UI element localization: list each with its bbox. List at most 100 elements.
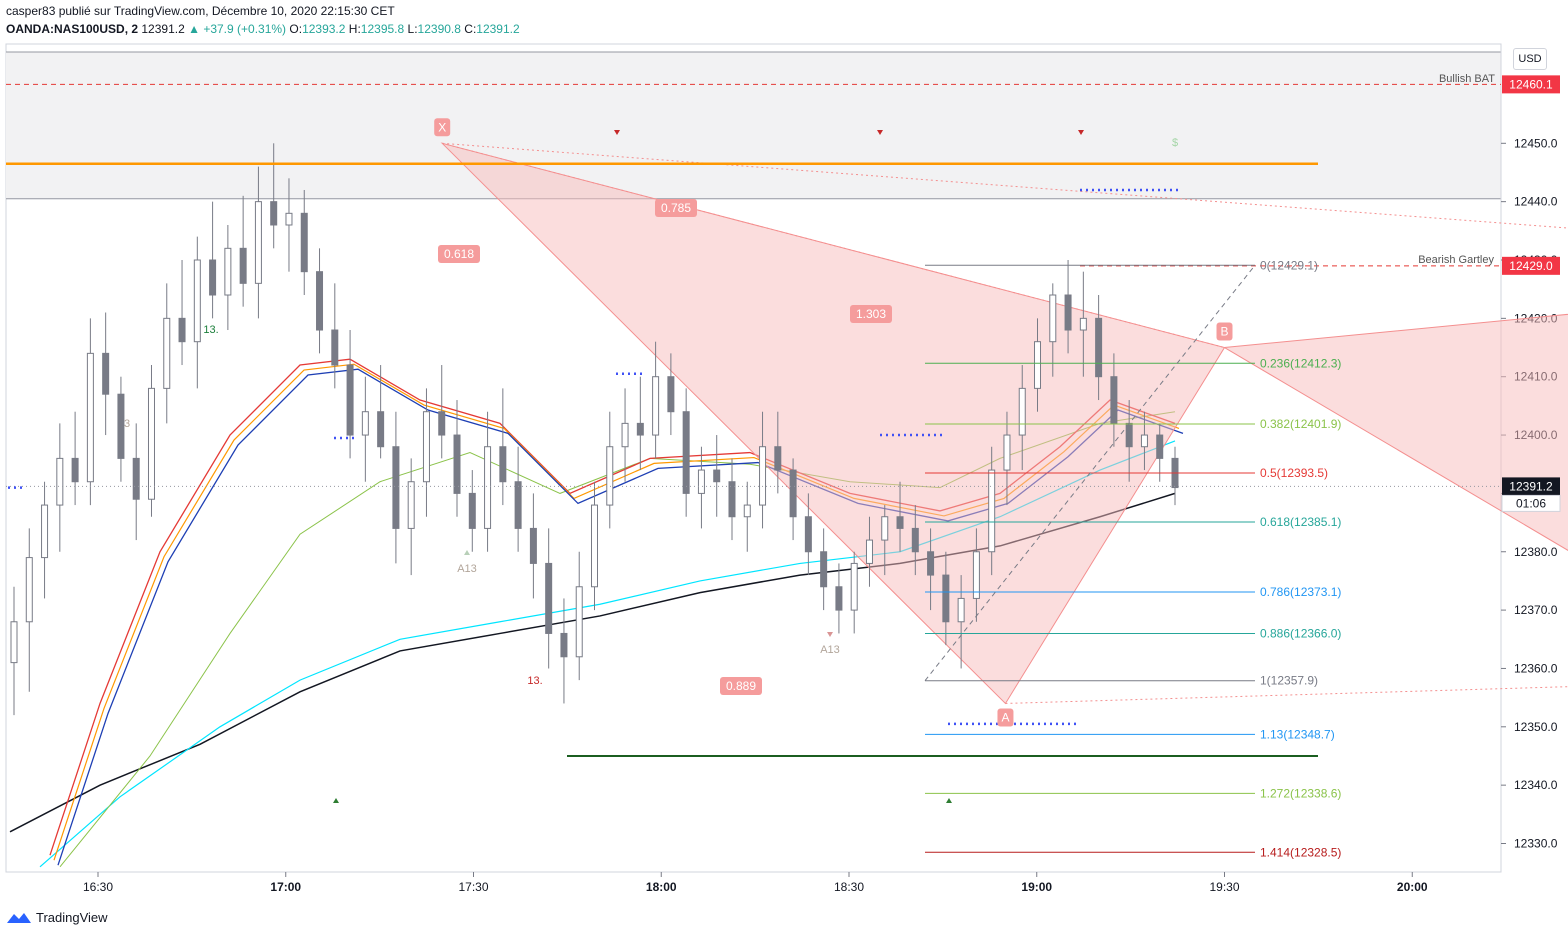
candle-body xyxy=(468,492,476,529)
bearish-gartley-label: Bearish Gartley xyxy=(1418,254,1494,266)
candle-body xyxy=(1003,434,1011,471)
symbol-name: OANDA:NAS100USD, 2 xyxy=(6,22,139,36)
candle-body xyxy=(300,212,308,273)
candle-body xyxy=(438,411,446,436)
candle-body xyxy=(1110,376,1118,424)
countdown-tag: 01:06 xyxy=(1516,496,1546,510)
candle-body xyxy=(86,352,94,483)
fib-level-label: 0.886(12366.0) xyxy=(1260,626,1341,640)
pattern-point-label: X xyxy=(438,120,446,134)
publish-info: casper83 publié sur TradingView.com, Déc… xyxy=(6,4,395,18)
x-tick-label: 17:00 xyxy=(270,880,301,894)
indicator-annotation: 13. xyxy=(203,324,218,336)
candle-body xyxy=(911,527,919,553)
candle-body xyxy=(667,376,675,413)
bullish-bat-label: Bullish BAT xyxy=(1439,73,1495,85)
fib-level-label: 0.382(12401.9) xyxy=(1260,417,1341,431)
candle-body xyxy=(514,481,522,529)
candle-body xyxy=(1034,341,1042,389)
candle-body xyxy=(835,586,843,611)
y-tick-label: 12370.0 xyxy=(1514,603,1558,617)
pattern-point-label: B xyxy=(1220,325,1228,339)
low-value: 12390.8 xyxy=(417,22,461,36)
candle-body xyxy=(743,504,751,518)
candle-body xyxy=(1095,317,1103,378)
candle-body xyxy=(132,457,140,500)
candle-body xyxy=(316,271,324,331)
indicator-annotation: $ xyxy=(1172,137,1178,149)
signal-triangle xyxy=(827,632,833,637)
candle-body xyxy=(896,516,904,529)
bearish-gartley-price-tag: 12429.0 xyxy=(1509,259,1553,273)
candle-body xyxy=(25,557,33,623)
candle-body xyxy=(652,376,660,436)
candle-body xyxy=(484,446,492,529)
candle-body xyxy=(682,411,690,494)
candle-body xyxy=(239,247,247,284)
candle-body xyxy=(361,411,369,436)
candle-body xyxy=(942,574,950,623)
candle-body xyxy=(606,446,614,506)
fib-level-label: 1.13(12348.7) xyxy=(1260,727,1335,741)
ac-dotted-line xyxy=(1005,686,1568,704)
candle-body xyxy=(820,551,828,588)
low-label: L: xyxy=(407,22,418,36)
candle-body xyxy=(209,259,217,296)
signal-triangle xyxy=(464,550,470,555)
signal-triangle xyxy=(614,130,620,135)
candle-body xyxy=(331,329,339,366)
x-tick-label: 17:30 xyxy=(458,880,488,894)
fib-level-label: 0.236(12412.3) xyxy=(1260,356,1341,370)
pattern-ratio-badge xyxy=(655,199,697,217)
candle-body xyxy=(865,539,873,564)
candle-body xyxy=(621,422,629,448)
candle-body xyxy=(392,446,400,529)
signal-triangle xyxy=(333,798,339,803)
candle-body xyxy=(254,201,262,284)
bearish-gartley-price-tag-bg xyxy=(1502,256,1560,275)
tradingview-logo-icon xyxy=(7,912,31,923)
current-price-tag: 12391.2 xyxy=(1509,479,1553,493)
candle-body xyxy=(1156,434,1164,459)
pattern-xab-triangle xyxy=(440,142,1226,705)
indicator-annotation: 13. xyxy=(527,675,542,687)
close-label: C: xyxy=(464,22,477,36)
y-tick-label: 12360.0 xyxy=(1514,661,1558,675)
x-tick-label: 18:30 xyxy=(834,880,864,894)
currency-button[interactable]: USD xyxy=(1513,48,1547,70)
candle-body xyxy=(545,562,553,634)
candle-body xyxy=(1140,434,1148,448)
candle-body xyxy=(56,457,64,506)
candle-body xyxy=(774,446,782,471)
x-tick-label: 18:00 xyxy=(646,880,677,894)
candle-body xyxy=(988,469,996,553)
candle-body xyxy=(163,317,171,389)
fib-trend-line xyxy=(924,264,1256,682)
candle-body xyxy=(193,259,201,343)
indicator-annotation: 3 xyxy=(124,418,130,430)
symbol-line: OANDA:NAS100USD, 2 12391.2 ▲ +37.9 (+0.3… xyxy=(6,22,520,37)
candle-body xyxy=(270,201,278,226)
candle-body xyxy=(728,481,736,518)
fib-level-label: 0.5(12393.5) xyxy=(1260,466,1328,480)
candle-body xyxy=(41,504,49,559)
fib-level-label: 1(12357.9) xyxy=(1260,674,1318,688)
fib-level-label: 0(12429.1) xyxy=(1260,258,1318,272)
bullish-bat-price-tag: 12460.1 xyxy=(1509,77,1553,91)
candle-body xyxy=(117,393,125,459)
candle-body xyxy=(1064,294,1072,331)
candle-body xyxy=(972,551,980,599)
signal-triangle xyxy=(877,130,883,135)
indicator-annotation: A13 xyxy=(457,563,477,575)
pattern-ratio-label: 0.785 xyxy=(661,201,691,215)
candle-body xyxy=(804,516,812,553)
candle-body xyxy=(178,317,186,343)
open-value: 12393.2 xyxy=(302,22,346,36)
pattern-point-badge xyxy=(997,708,1014,727)
candle-body xyxy=(147,387,155,500)
y-tick-label: 12440.0 xyxy=(1514,195,1558,209)
candle-body xyxy=(10,621,18,664)
close-value: 12391.2 xyxy=(476,22,520,36)
pattern-ratio-label: 1.303 xyxy=(856,307,886,321)
